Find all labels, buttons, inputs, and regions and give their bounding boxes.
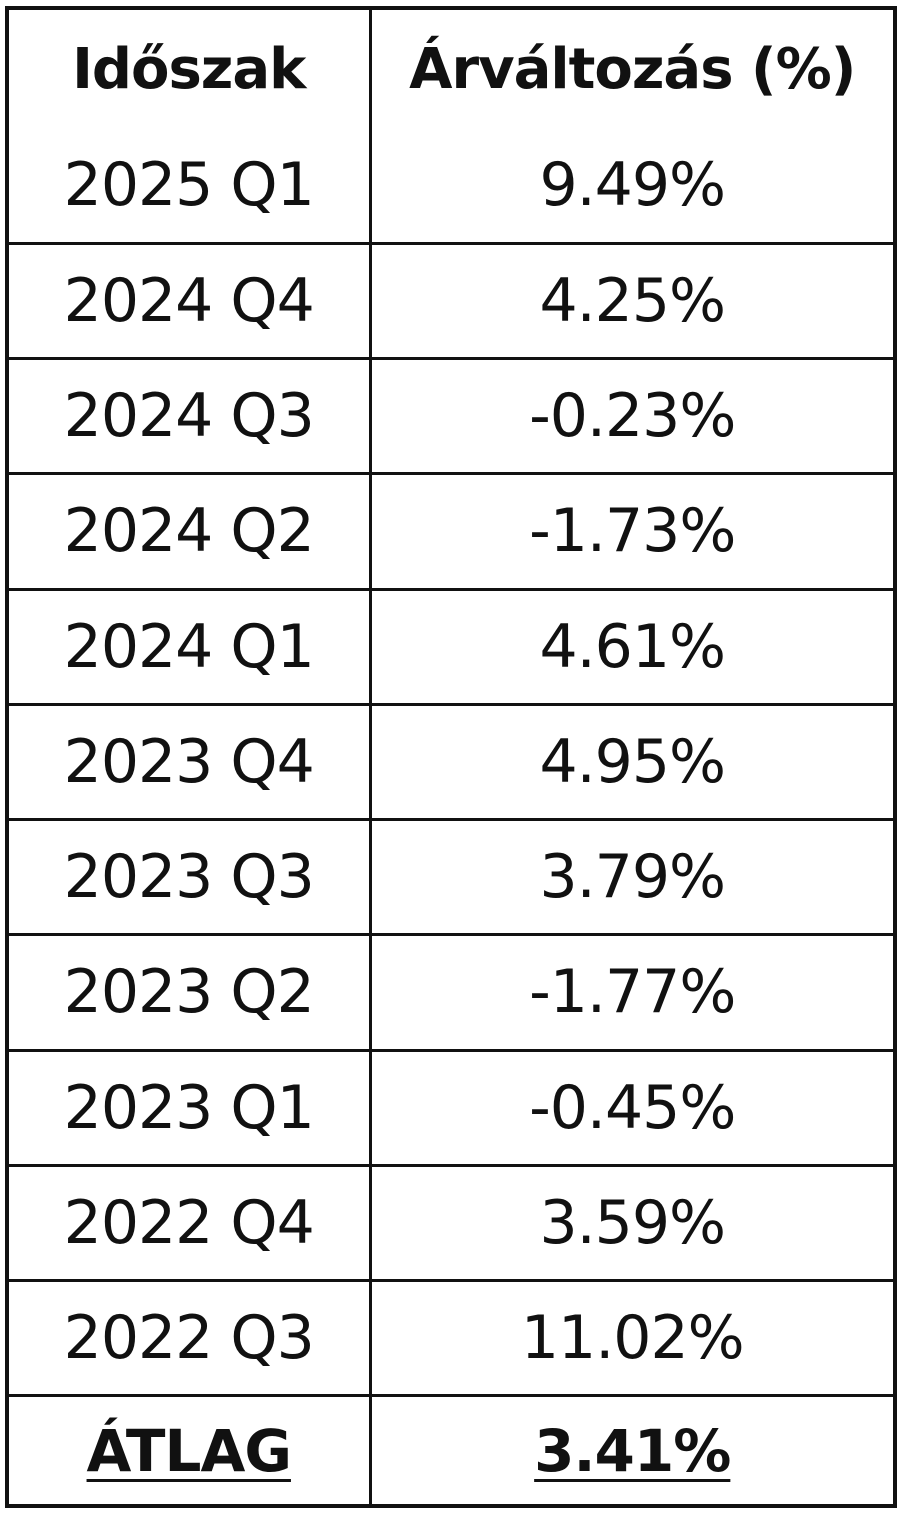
period-cell: 2023 Q3	[9, 819, 372, 937]
price-change-cell: -1.77%	[370, 934, 893, 1052]
price-change-cell: 11.02%	[370, 1280, 893, 1398]
table-row: 2023 Q1 -0.45%	[9, 1050, 893, 1167]
table-row: 2024 Q1 4.61%	[9, 589, 893, 706]
price-change-cell: 9.49%	[370, 128, 893, 245]
period-cell: 2023 Q4	[9, 704, 372, 822]
average-label-cell: ÁTLAG	[9, 1395, 372, 1504]
price-change-cell: 4.95%	[370, 704, 893, 822]
table-row: 2023 Q2 -1.77%	[9, 934, 893, 1052]
table-row: 2025 Q1 9.49%	[9, 128, 893, 245]
header-price-change: Árváltozás (%)	[409, 36, 856, 102]
period-cell: 2024 Q3	[9, 358, 372, 476]
period-cell: 2024 Q1	[9, 589, 372, 706]
table-row: 2023 Q3 3.79%	[9, 819, 893, 937]
price-change-cell: 3.59%	[370, 1165, 893, 1283]
period-cell: 2023 Q1	[9, 1050, 372, 1167]
average-value-cell: 3.41%	[370, 1396, 893, 1504]
table-row: 2022 Q4 3.59%	[9, 1165, 893, 1283]
table-row: 2024 Q4 4.25%	[9, 243, 893, 361]
average-label: ÁTLAG	[86, 1416, 292, 1485]
header-row: Időszak Árváltozás (%)	[9, 10, 893, 128]
table-body: 2025 Q1 9.49% 2024 Q4 4.25% 2024 Q3 -0.2…	[9, 128, 893, 1504]
price-change-table-frame: Időszak Árváltozás (%) 2025 Q1 9.49% 202…	[5, 6, 897, 1508]
period-cell: 2023 Q2	[9, 934, 372, 1052]
table-row: 2023 Q4 4.95%	[9, 704, 893, 822]
header-period: Időszak	[9, 10, 372, 128]
period-cell: 2025 Q1	[9, 128, 372, 245]
price-change-cell: 4.61%	[370, 589, 893, 706]
price-change-cell: -0.23%	[370, 358, 893, 476]
table-row: 2024 Q2 -1.73%	[9, 473, 893, 591]
table-row: 2022 Q3 11.02%	[9, 1280, 893, 1398]
table-row: 2024 Q3 -0.23%	[9, 358, 893, 476]
price-change-cell: 4.25%	[370, 243, 893, 361]
price-change-cell: 3.79%	[370, 819, 893, 937]
period-cell: 2022 Q3	[9, 1280, 372, 1398]
price-change-cell: -1.73%	[370, 473, 893, 591]
period-cell: 2024 Q4	[9, 243, 372, 361]
price-change-cell: -0.45%	[370, 1050, 893, 1167]
price-change-table: Időszak Árváltozás (%) 2025 Q1 9.49% 202…	[9, 10, 893, 1504]
average-row: ÁTLAG 3.41%	[9, 1395, 893, 1504]
period-cell: 2024 Q2	[9, 473, 372, 591]
average-value: 3.41%	[534, 1416, 731, 1485]
period-cell: 2022 Q4	[9, 1165, 372, 1283]
